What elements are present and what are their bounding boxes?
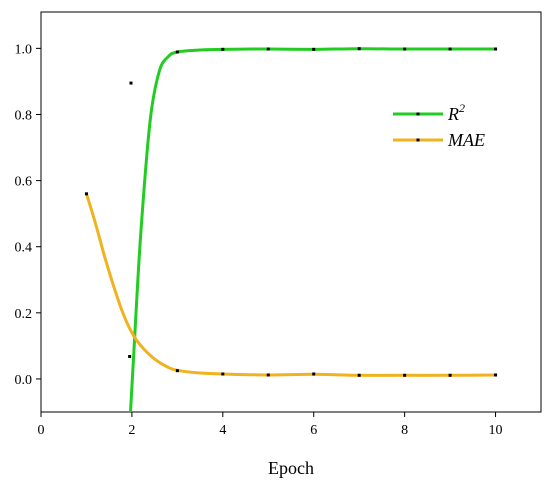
x-tick-label: 4 <box>219 423 226 438</box>
mae-point <box>84 192 88 196</box>
mae-point <box>403 373 407 377</box>
legend-mae-label: MAE <box>447 130 485 150</box>
legend: R2 MAE <box>393 101 485 150</box>
x-axis-title: Epoch <box>268 458 314 478</box>
r-point <box>448 47 452 51</box>
r-point <box>175 50 179 54</box>
y-tick-label: 1.0 <box>15 42 33 57</box>
mae-point <box>357 373 361 377</box>
legend-mae-marker <box>416 138 420 142</box>
axis-ticks: 0 2 4 6 8 10 0.0 0.2 0.4 0.6 0.8 1.0 <box>15 42 503 438</box>
legend-r-marker <box>416 112 420 116</box>
series-r <box>128 47 498 412</box>
y-tick-label: 0.8 <box>15 108 33 123</box>
y-tick-label: 0.6 <box>15 175 33 190</box>
x-tick-label: 0 <box>38 423 45 438</box>
r-point <box>403 47 407 51</box>
series-mae <box>84 192 498 377</box>
series-group <box>84 47 498 412</box>
r-point <box>357 47 361 51</box>
mae-point <box>312 372 316 376</box>
mae-line <box>85 193 496 377</box>
mae-point <box>448 373 452 377</box>
r-point <box>128 354 132 358</box>
mae-point <box>266 373 270 377</box>
x-tick-label: 6 <box>310 423 317 438</box>
plot-frame <box>40 11 542 413</box>
r-point <box>221 47 225 51</box>
r-point <box>129 81 133 85</box>
x-tick-label: 10 <box>489 423 503 438</box>
x-tick-label: 8 <box>401 423 408 438</box>
mae-point <box>175 369 179 373</box>
x-tick-label: 2 <box>128 423 135 438</box>
r-point <box>266 47 270 51</box>
y-tick-label: 0.4 <box>15 241 33 256</box>
r-point <box>312 47 316 51</box>
r-line <box>129 47 496 412</box>
mae-point <box>494 373 498 377</box>
y-tick-label: 0.2 <box>15 307 33 322</box>
y-tick-label: 0.0 <box>15 373 33 388</box>
legend-r-label: R2 <box>447 101 465 124</box>
mae-point <box>221 372 225 376</box>
r-point <box>494 47 498 51</box>
